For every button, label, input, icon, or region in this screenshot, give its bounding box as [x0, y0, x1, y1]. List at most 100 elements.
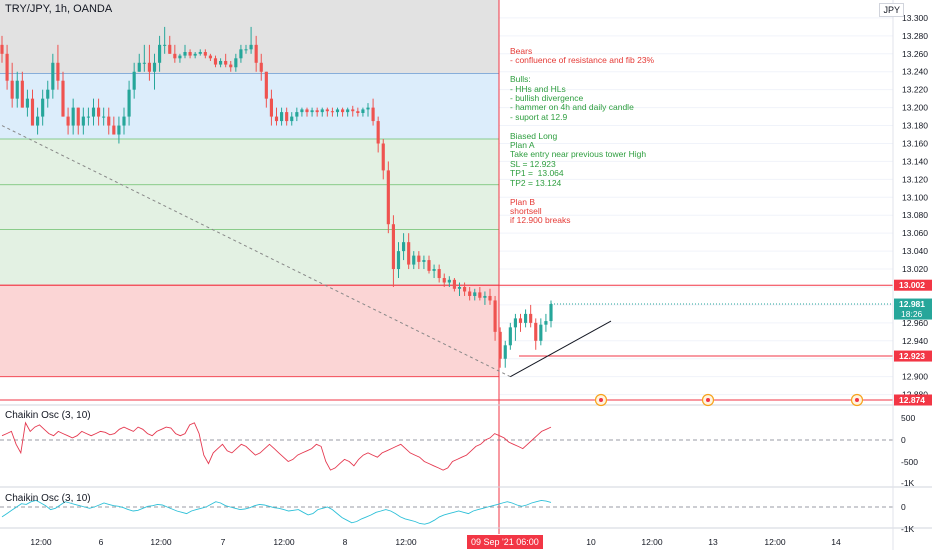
osc1-series-line [1, 421, 552, 471]
candle-body [5, 53, 9, 81]
note-line: shortsell [510, 205, 542, 216]
time-tick-label: 12:00 [764, 537, 786, 547]
price-tick-label: 13.180 [902, 121, 928, 131]
candle-body [198, 52, 202, 54]
candle-body [81, 116, 85, 126]
candle-body [503, 345, 507, 359]
candle-body [478, 292, 482, 298]
time-tick-label: 6 [99, 537, 104, 547]
candle-body [356, 111, 360, 114]
indicator-1-label[interactable]: Chaikin Osc (3, 10) [5, 410, 91, 421]
candle-body [66, 116, 70, 126]
candle-body [310, 110, 314, 113]
price-label-text: 12.923 [899, 351, 925, 361]
candle-body [224, 60, 228, 65]
candle-body [432, 269, 436, 271]
price-label-badge [894, 298, 932, 320]
candle-body [518, 318, 523, 323]
candle-body [249, 44, 253, 50]
candle-body [407, 242, 411, 265]
candle-body [457, 286, 462, 289]
candle-body [127, 89, 131, 117]
candle-body [280, 112, 284, 122]
zone-red [0, 285, 499, 377]
note-line: - confluence of resistance and fib 23% [510, 55, 655, 66]
candle-body [508, 327, 512, 346]
currency-label[interactable]: JPY [879, 3, 904, 17]
candle-body [341, 109, 345, 113]
event-marker-dot [706, 398, 710, 402]
horizontal-levels [0, 284, 893, 401]
oscillators [0, 404, 932, 529]
candle-body [25, 98, 29, 108]
osc1-tick-label: -1K [901, 478, 915, 488]
candle-body [91, 107, 96, 117]
candle-body [427, 260, 431, 271]
candle-body [539, 324, 543, 341]
event-marker-dot [599, 398, 603, 402]
price-tick-label: 13.020 [902, 264, 928, 274]
price-tick-label: 13.240 [902, 67, 928, 77]
candle-body [488, 295, 492, 301]
time-tick-label: 7 [221, 537, 226, 547]
candle-body [36, 116, 40, 126]
candle-body [396, 251, 401, 270]
candle-body [483, 295, 487, 298]
candle-body [468, 291, 472, 296]
candle-body [371, 107, 375, 122]
osc2-tick-label: 0 [901, 502, 906, 512]
price-tick-label: 12.960 [902, 318, 928, 328]
candle-body [402, 242, 406, 252]
candle-body [203, 52, 207, 56]
time-tick-label: 12:00 [30, 537, 52, 547]
note-line: - suport at 12.9 [510, 111, 568, 122]
zone-gray [0, 0, 499, 74]
candle-body [361, 109, 365, 114]
price-tick-label: 13.100 [902, 192, 928, 202]
time-tick-label: 12:00 [641, 537, 663, 547]
candle-body [417, 255, 421, 262]
price-tick-label: 13.120 [902, 174, 928, 184]
trendline [1, 125, 511, 378]
zone-green [0, 139, 499, 286]
candle-body [422, 260, 426, 262]
candle-body [513, 318, 517, 328]
candle-body [285, 112, 289, 122]
candle-body [158, 44, 162, 63]
note-line: Plan B [510, 196, 536, 207]
candle-body [229, 64, 233, 68]
price-tick-label: 13.280 [902, 31, 928, 41]
osc1-tick-label: -500 [901, 457, 918, 467]
price-label-text: 12.981 [899, 299, 925, 309]
candle-body [46, 89, 50, 99]
candle-body [178, 55, 182, 59]
note-line: Bears [510, 46, 533, 56]
candle-body [376, 121, 380, 144]
candle-body [193, 53, 197, 56]
price-label-badge [894, 279, 932, 291]
price-label-text: 13.002 [899, 280, 925, 290]
time-tick-label: 8 [343, 537, 348, 547]
note-line: Biased Long [510, 130, 558, 141]
note-line: - HHs and HLs [510, 83, 566, 94]
candle-body [20, 80, 24, 108]
osc2-series-line [1, 499, 552, 525]
note-line: SL = 12.923 [510, 158, 556, 169]
symbol-title: TRY/JPY, 1h, OANDA [5, 3, 113, 15]
price-tick-label: 13.160 [902, 138, 928, 148]
price-label-badge [894, 350, 932, 362]
note-line: - bullish divergence [510, 93, 584, 104]
time-tick-label: 10 [586, 537, 596, 547]
candle-body [335, 109, 340, 113]
candle-body [412, 255, 416, 265]
candle-body [325, 109, 329, 112]
candle-body [544, 321, 548, 325]
price-tick-label: 12.900 [902, 372, 928, 382]
price-tick-label: 13.200 [902, 103, 928, 113]
candle-body [56, 62, 60, 81]
candle-body [381, 143, 385, 171]
candle-body [41, 98, 45, 117]
indicator-2-label[interactable]: Chaikin Osc (3, 10) [5, 493, 91, 504]
candle-body [117, 125, 121, 135]
